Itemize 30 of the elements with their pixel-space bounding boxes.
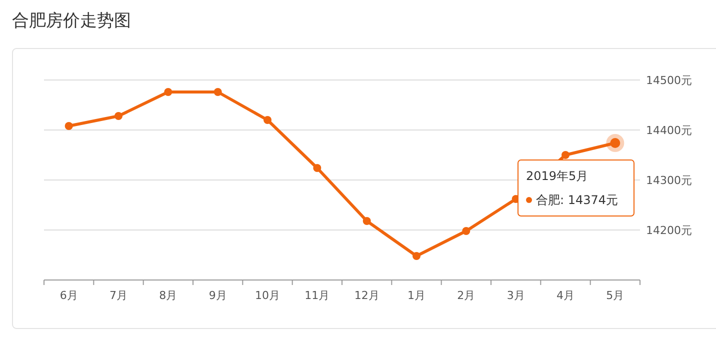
annotation: 2019年5月 — [526, 169, 588, 183]
point — [214, 88, 222, 96]
annotation: 合肥: 14374元 — [536, 193, 618, 207]
x-tick-label: 2月 — [457, 289, 476, 302]
point — [462, 227, 470, 235]
point — [264, 116, 272, 124]
y-tick-label: 14300元 — [646, 174, 692, 187]
x-tick-label: 12月 — [354, 289, 380, 302]
x-tick-label: 9月 — [208, 289, 227, 302]
x-tick-label: 10月 — [255, 289, 280, 302]
x-tick-label: 4月 — [556, 289, 574, 302]
point — [164, 88, 172, 96]
point — [64, 122, 73, 130]
point — [562, 151, 570, 159]
x-tick-label: 11月 — [304, 289, 330, 302]
chart-title: 合肥房价走势图 — [12, 11, 131, 31]
y-tick-label: 14500元 — [646, 74, 692, 87]
point — [362, 217, 371, 225]
x-tick-label: 5月 — [606, 289, 624, 302]
x-tick-label: 6月 — [60, 289, 78, 302]
x-tick-label: 3月 — [506, 289, 525, 302]
point — [313, 164, 322, 172]
point — [114, 112, 122, 120]
x-tick-label: 7月 — [110, 289, 128, 302]
point — [412, 252, 420, 260]
x-tick-label: 1月 — [408, 289, 426, 302]
tooltip: 2019年5月 合肥: 14374元 — [518, 160, 634, 216]
x-tick-label: 8月 — [159, 289, 178, 302]
y-tick-label: 14400元 — [646, 124, 692, 137]
y-tick-label: 14200元 — [646, 224, 692, 237]
